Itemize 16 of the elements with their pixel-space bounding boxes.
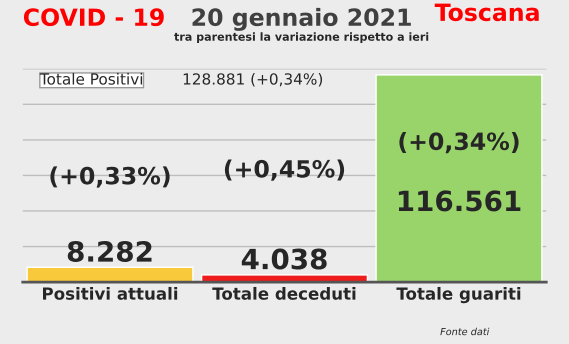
x-tick-label: Positivi attuali xyxy=(43,286,178,300)
x-tick-label: Totale deceduti xyxy=(212,286,356,300)
data-label: 8.282 xyxy=(68,240,152,262)
chart-title: COVID - 19 xyxy=(24,8,164,26)
annotation: (+0,34%) xyxy=(399,132,519,154)
text: Toscana xyxy=(434,4,539,22)
data-label: 4.038 xyxy=(242,248,327,270)
chart-subtitle: 20 gennaio 2021 xyxy=(192,8,411,31)
annotation: (+0,45%) xyxy=(224,159,344,181)
annotation: Totale Positivi xyxy=(40,72,142,85)
x-tick-label: Totale guariti xyxy=(396,286,520,304)
data-label: 116.561 xyxy=(398,190,520,212)
annotation: 128.881 (+0,34%) xyxy=(184,72,322,87)
annotation: (+0,33%) xyxy=(50,166,170,188)
text: tra parentesi la variazione rispetto a ieri xyxy=(174,32,428,43)
source-note: Fonte dati xyxy=(440,328,490,336)
